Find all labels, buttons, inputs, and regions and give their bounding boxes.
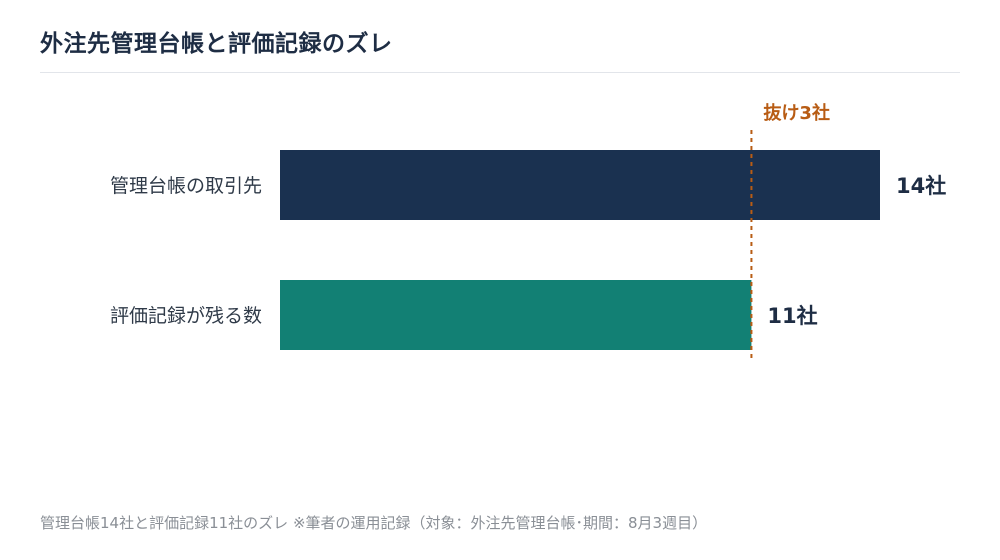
chart-caption: 管理台帳14社と評価記録11社のズレ ※筆者の運用記録（対象：外注先管理台帳･期…: [40, 514, 708, 532]
value-label-1: 14社: [896, 174, 946, 198]
bar-1: [280, 150, 880, 220]
category-label-1: 管理台帳の取引先: [110, 175, 262, 197]
category-label-2: 評価記録が残る数: [110, 305, 262, 327]
value-label-2: 11社: [767, 304, 817, 328]
page-title: 外注先管理台帳と評価記録のズレ: [40, 31, 393, 57]
title-divider: [40, 72, 960, 73]
gap-annotation-label: 抜け3社: [763, 102, 830, 124]
bar-2: [280, 280, 752, 350]
